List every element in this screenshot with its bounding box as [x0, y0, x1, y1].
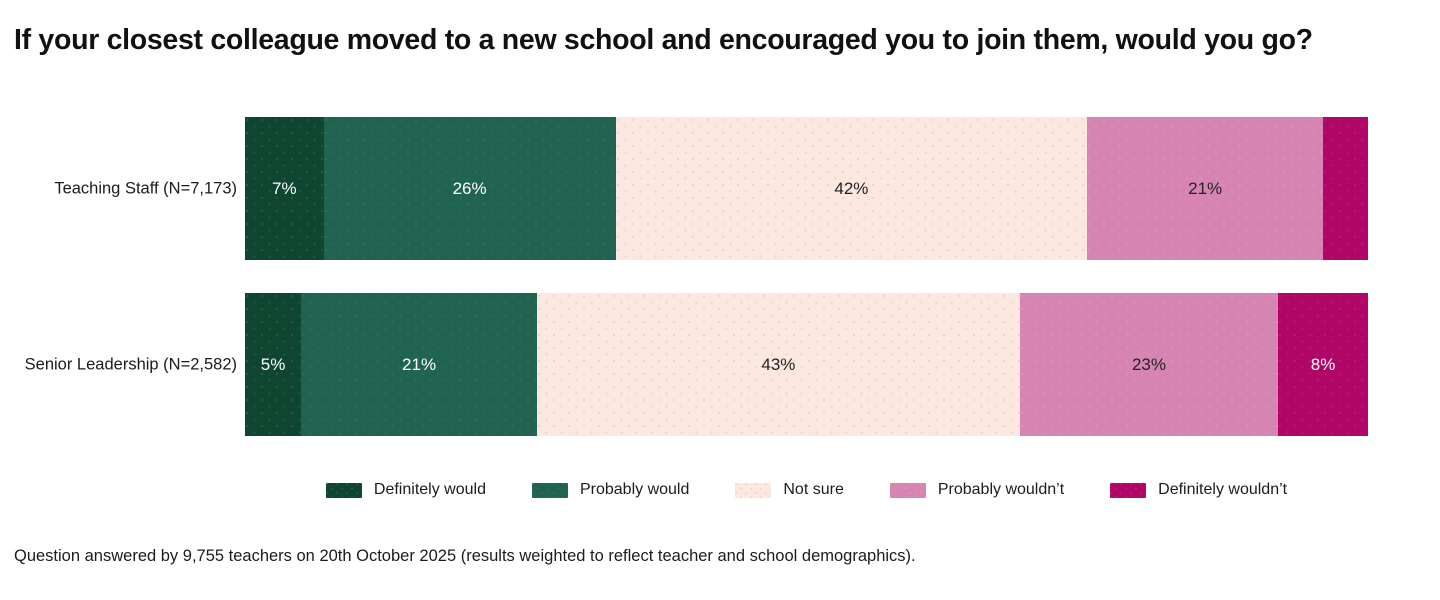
bar-segment: 21%: [301, 293, 537, 436]
legend-item: Probably wouldn’t: [889, 481, 1065, 499]
segment-value-label: 21%: [1188, 178, 1223, 198]
stacked-bar: 5% 21% 43% 23% 8%: [245, 293, 1368, 436]
legend-swatch: [1110, 482, 1147, 498]
bar-segment: 5%: [245, 293, 302, 436]
bar-segment: 8%: [1278, 293, 1368, 436]
segment-value-label: 5%: [260, 354, 286, 374]
legend-label: Definitely would: [373, 481, 486, 498]
bar-segment: 23%: [1019, 293, 1279, 436]
chart-title: If your closest colleague moved to a new…: [14, 24, 1313, 56]
segment-value-label: 8%: [1310, 354, 1336, 374]
bar-segment: 43%: [536, 293, 1020, 436]
legend-label: Probably would: [579, 481, 690, 498]
legend-swatch: [889, 482, 926, 498]
segment-value-label: 7%: [272, 178, 297, 198]
legend-item: Probably would: [531, 481, 690, 499]
bar-segment: 26%: [323, 117, 616, 260]
segment-value-label: 21%: [402, 354, 437, 374]
bar-segment: 42%: [615, 117, 1088, 260]
legend-label: Definitely wouldn’t: [1158, 481, 1288, 498]
stacked-bar: 7% 26% 42% 21%: [245, 117, 1368, 260]
segment-value-label: 42%: [834, 178, 869, 198]
segment-value-label: 23%: [1131, 354, 1166, 374]
legend-swatch: [325, 482, 362, 498]
legend-item: Definitely would: [325, 481, 486, 499]
chart-footnote: Question answered by 9,755 teachers on 2…: [14, 547, 916, 565]
legend-label: Not sure: [783, 481, 844, 498]
legend-swatch: [735, 482, 772, 498]
segment-value-label: 26%: [452, 178, 487, 198]
bar-segment: [1323, 117, 1368, 260]
bar-segment: 7%: [245, 117, 324, 260]
legend-item: Not sure: [735, 481, 844, 499]
legend-item: Definitely wouldn’t: [1110, 481, 1287, 499]
bar-segment: 21%: [1087, 117, 1324, 260]
legend-label: Probably wouldn’t: [937, 481, 1065, 498]
chart-legend: Definitely would Probably would Not sure Pr…: [245, 481, 1368, 499]
segment-value-label: 43%: [761, 354, 796, 374]
bar-row: Senior Leadership (N=2,582) 5% 21% 43% 23% 8%: [0, 293, 1440, 436]
row-label: Senior Leadership (N=2,582): [24, 355, 237, 373]
legend-swatch: [531, 482, 568, 498]
bar-row: Teaching Staff (N=7,173) 7% 26% 42% 21%: [0, 117, 1440, 260]
row-label: Teaching Staff (N=7,173): [54, 179, 237, 197]
